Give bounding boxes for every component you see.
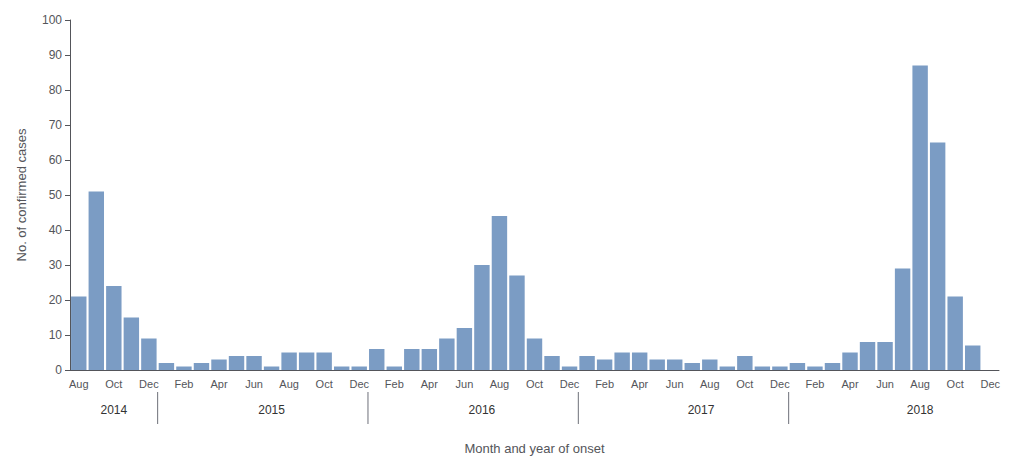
svg-text:Oct: Oct [526,378,543,390]
svg-text:Aug: Aug [279,378,299,390]
svg-text:Feb: Feb [385,378,404,390]
svg-text:2014: 2014 [100,403,127,417]
svg-text:Oct: Oct [105,378,122,390]
svg-text:30: 30 [49,258,63,272]
svg-text:Oct: Oct [736,378,753,390]
svg-text:Dec: Dec [139,378,159,390]
svg-text:Feb: Feb [174,378,193,390]
svg-text:Feb: Feb [805,378,824,390]
svg-text:70: 70 [49,118,63,132]
svg-text:Apr: Apr [631,378,648,390]
svg-text:Month and year of onset: Month and year of onset [464,441,605,456]
svg-text:80: 80 [49,83,63,97]
svg-text:Aug: Aug [700,378,720,390]
svg-text:Dec: Dec [560,378,580,390]
svg-text:20: 20 [49,293,63,307]
svg-text:Oct: Oct [316,378,333,390]
svg-text:Dec: Dec [980,378,1000,390]
svg-text:Dec: Dec [349,378,369,390]
svg-text:90: 90 [49,48,63,62]
svg-text:Apr: Apr [841,378,858,390]
svg-text:10: 10 [49,328,63,342]
svg-text:Feb: Feb [595,378,614,390]
svg-text:Jun: Jun [456,378,474,390]
svg-text:Jun: Jun [876,378,894,390]
svg-text:Dec: Dec [770,378,790,390]
svg-text:Aug: Aug [490,378,510,390]
svg-text:Jun: Jun [245,378,263,390]
svg-text:Jun: Jun [666,378,684,390]
svg-text:40: 40 [49,223,63,237]
svg-text:2016: 2016 [469,403,496,417]
svg-text:Oct: Oct [947,378,964,390]
svg-text:2018: 2018 [907,403,934,417]
svg-text:60: 60 [49,153,63,167]
svg-text:100: 100 [42,13,62,27]
svg-text:2017: 2017 [688,403,715,417]
svg-text:Apr: Apr [210,378,227,390]
svg-text:Aug: Aug [910,378,930,390]
svg-text:Aug: Aug [69,378,89,390]
svg-text:0: 0 [55,363,62,377]
svg-text:No. of confirmed cases: No. of confirmed cases [14,128,29,261]
svg-text:50: 50 [49,188,63,202]
svg-text:2015: 2015 [258,403,285,417]
svg-text:Apr: Apr [421,378,438,390]
